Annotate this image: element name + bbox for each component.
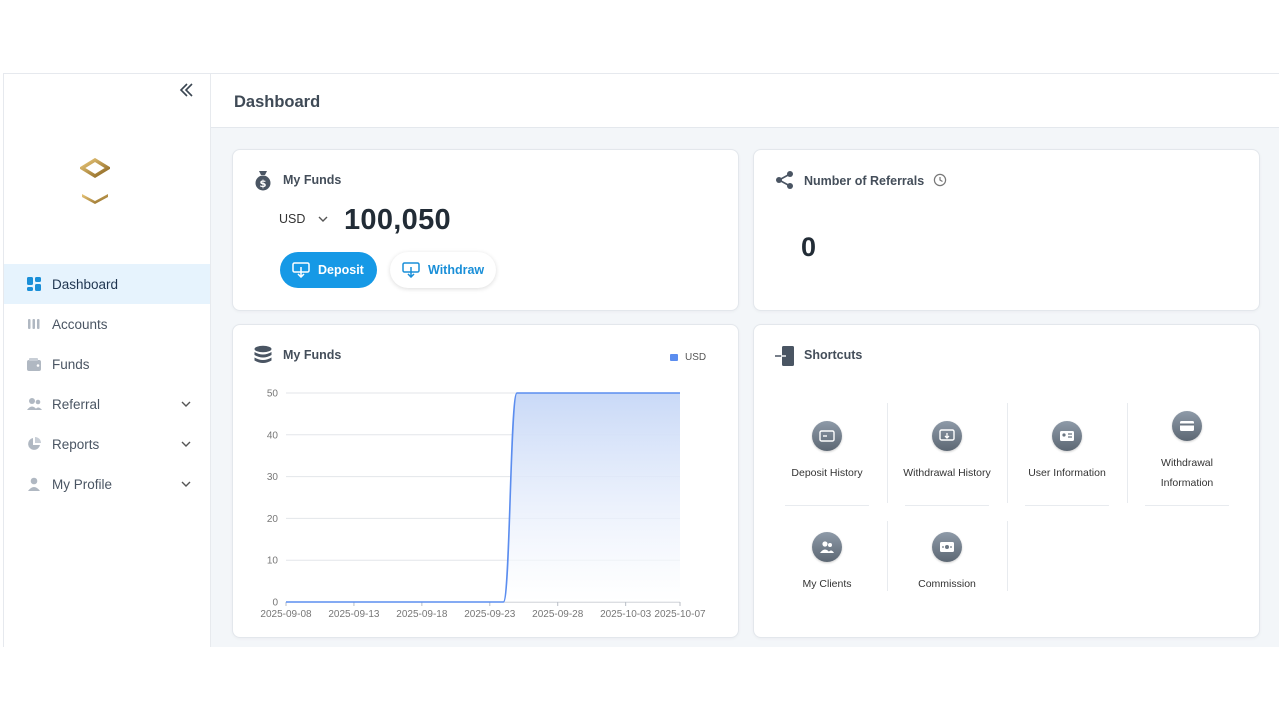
page-title: Dashboard xyxy=(234,93,321,111)
y-tick-label: 30 xyxy=(267,472,279,483)
legend-label: USD xyxy=(685,352,707,363)
sidebar-nav: Dashboard Accounts Funds Referral Report… xyxy=(4,264,210,504)
sidebar-item-accounts[interactable]: Accounts xyxy=(4,304,210,344)
shortcut-my-clients[interactable]: My Clients xyxy=(767,516,887,622)
shortcut-label: Withdrawal History xyxy=(903,467,991,479)
withdrawal-history-icon xyxy=(932,421,962,451)
withdraw-button[interactable]: Withdraw xyxy=(390,252,496,288)
app-window: Dashboard Accounts Funds Referral Report… xyxy=(3,73,1279,647)
funds-card: $ My Funds USD 100,050 Deposit Withdraw xyxy=(232,149,739,311)
sidebar: Dashboard Accounts Funds Referral Report… xyxy=(4,74,211,647)
sidebar-item-funds[interactable]: Funds xyxy=(4,344,210,384)
x-tick-label: 2025-09-18 xyxy=(396,609,448,620)
accounts-icon xyxy=(26,316,42,332)
collapse-sidebar-icon[interactable] xyxy=(178,80,196,100)
y-tick-label: 0 xyxy=(272,598,278,609)
chevron-down-icon xyxy=(180,398,192,410)
shortcut-user-information[interactable]: User Information xyxy=(1007,405,1127,511)
x-tick-label: 2025-10-07 xyxy=(654,609,706,620)
funds-balance: 100,050 xyxy=(344,204,451,236)
chevron-down-icon xyxy=(318,216,328,222)
x-tick-label: 2025-09-28 xyxy=(532,609,584,620)
share-icon xyxy=(775,170,795,195)
referrals-card: Number of Referrals 0 xyxy=(753,149,1260,311)
shortcut-label: Deposit History xyxy=(791,467,863,479)
shortcut-label: Withdrawal Information xyxy=(1160,457,1214,489)
funds-area-chart: 0 10 20 30 40 50 2025-09-08 2025-09-13 2025-09-1… xyxy=(260,389,706,621)
chart-card-title: My Funds xyxy=(283,348,342,362)
legend-swatch xyxy=(670,354,678,361)
database-icon xyxy=(253,345,273,372)
referral-icon xyxy=(26,396,42,412)
sidebar-item-dashboard[interactable]: Dashboard xyxy=(4,264,210,304)
card-icon xyxy=(1172,411,1202,441)
chevron-down-icon xyxy=(180,438,192,450)
sidebar-item-reports[interactable]: Reports xyxy=(4,424,210,464)
wallet-icon xyxy=(26,356,42,372)
y-tick-label: 40 xyxy=(267,430,279,441)
currency-select[interactable]: USD xyxy=(279,212,329,226)
withdraw-label: Withdraw xyxy=(428,263,485,277)
sidebar-item-label: Reports xyxy=(52,436,100,452)
referrals-count: 0 xyxy=(801,232,817,262)
sidebar-item-referral[interactable]: Referral xyxy=(4,384,210,424)
series-area-usd xyxy=(286,393,680,602)
user-icon xyxy=(26,476,42,492)
y-tick-label: 50 xyxy=(267,389,279,400)
chart-legend[interactable]: USD xyxy=(670,352,706,363)
deposit-button[interactable]: Deposit xyxy=(280,252,377,288)
brand-logo xyxy=(78,157,112,206)
y-tick-label: 10 xyxy=(267,556,279,567)
clients-icon xyxy=(812,532,842,562)
dashboard-icon xyxy=(26,276,42,292)
login-icon xyxy=(774,345,796,372)
shortcut-withdrawal-history[interactable]: Withdrawal History xyxy=(887,405,1007,511)
money-bag-icon: $ xyxy=(253,169,273,196)
deposit-history-icon xyxy=(812,421,842,451)
clock-icon[interactable] xyxy=(933,173,947,192)
id-card-icon xyxy=(1052,421,1082,451)
shortcut-withdrawal-information[interactable]: Withdrawal Information xyxy=(1127,395,1247,501)
withdraw-icon xyxy=(402,262,420,278)
pie-chart-icon xyxy=(26,436,42,452)
currency-value: USD xyxy=(279,212,306,226)
sidebar-item-label: Accounts xyxy=(52,316,108,332)
commission-icon xyxy=(932,532,962,562)
y-tick-label: 20 xyxy=(267,514,279,525)
x-tick-label: 2025-09-08 xyxy=(260,609,312,620)
sidebar-item-label: Funds xyxy=(52,356,90,372)
shortcut-label: My Clients xyxy=(802,578,852,590)
x-tick-label: 2025-10-03 xyxy=(600,609,652,620)
shortcuts-card: Shortcuts Deposit History Withdrawal His… xyxy=(753,324,1260,638)
shortcut-label: User Information xyxy=(1028,467,1106,479)
funds-card-title: My Funds xyxy=(283,173,342,187)
deposit-icon xyxy=(292,262,310,278)
series-line-usd xyxy=(286,392,680,603)
shortcuts-title: Shortcuts xyxy=(804,348,863,362)
sidebar-item-label: My Profile xyxy=(52,476,113,492)
sidebar-item-label: Dashboard xyxy=(52,276,119,292)
chevron-down-icon xyxy=(180,478,192,490)
deposit-label: Deposit xyxy=(318,263,364,277)
svg-text:$: $ xyxy=(260,179,267,190)
x-tick-label: 2025-09-23 xyxy=(464,609,516,620)
shortcut-deposit-history[interactable]: Deposit History xyxy=(767,405,887,511)
shortcut-label: Commission xyxy=(918,578,976,590)
referrals-card-title: Number of Referrals xyxy=(804,174,925,188)
funds-chart-card: My Funds USD 0 10 20 30 40 50 2025-09-08 2025-0… xyxy=(232,324,739,638)
top-bar: Dashboard xyxy=(211,74,1279,128)
x-tick-label: 2025-09-13 xyxy=(328,609,380,620)
shortcut-commission[interactable]: Commission xyxy=(887,516,1007,622)
sidebar-item-my-profile[interactable]: My Profile xyxy=(4,464,210,504)
sidebar-item-label: Referral xyxy=(52,396,101,412)
